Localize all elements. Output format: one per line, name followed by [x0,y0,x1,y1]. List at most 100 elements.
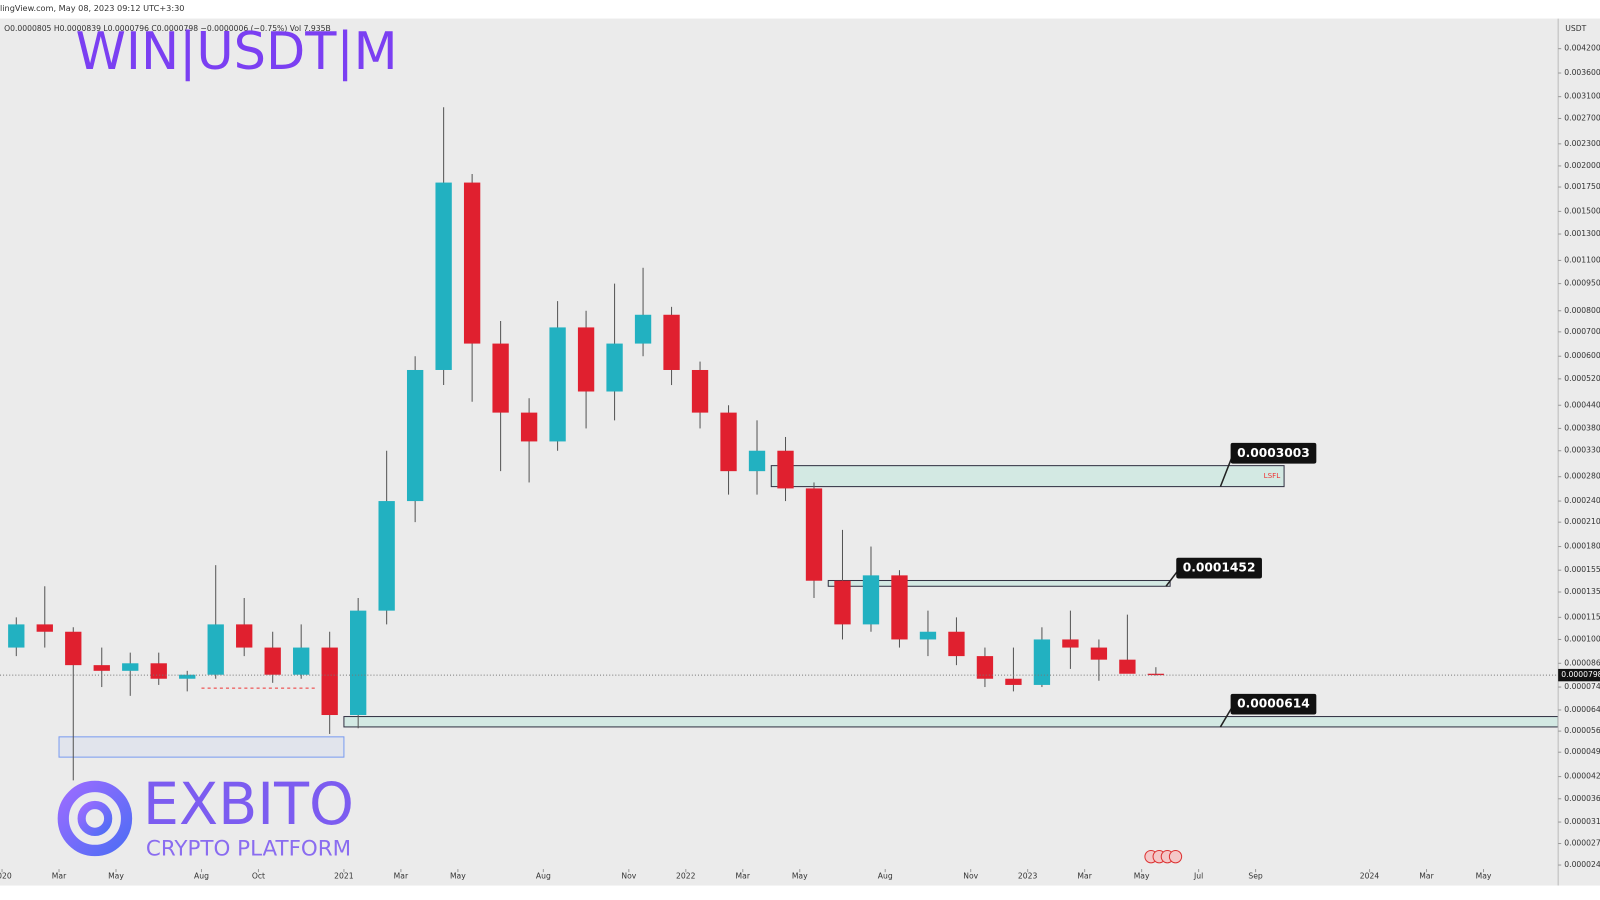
y-tick-label: 0.0000560 [1564,726,1600,735]
candle-body [321,647,338,716]
zone-label: 0.0000614 [1237,697,1310,711]
zone [770,465,1285,488]
y-tick-label: 0.0027000 [1564,113,1600,122]
candle-body [65,631,82,666]
candle-body [720,412,737,472]
candle-body [406,369,424,502]
x-tick-label: May [108,871,124,880]
x-tick-label: May [1134,871,1150,880]
candle-body [577,327,595,392]
candle-body [805,488,823,581]
x-tick-label: Aug [878,871,893,880]
y-tick-label: 0.0000275 [1564,838,1600,847]
range-box [58,736,345,758]
candle-body [1090,647,1108,660]
candle-body [293,647,310,675]
candle-body [663,314,680,370]
x-tick-label: Mar [1077,871,1092,880]
candle-body [1147,673,1165,676]
y-tick-label: 0.0000740 [1564,682,1600,691]
last-price-label: 0.0000798 [1561,670,1600,679]
candle-body [8,624,25,648]
candle-body [1005,678,1022,685]
candle-body [264,647,281,675]
y-tick-label: 0.0011000 [1564,255,1600,264]
y-tick-label: 0.0000640 [1564,705,1600,714]
y-tick-label: 0.0007000 [1564,327,1600,336]
candle-body [919,631,937,640]
x-tick-label: 2020 [0,871,12,880]
candle-body [1033,639,1051,685]
y-tick-label: 0.0005200 [1564,374,1600,383]
candle-body [549,327,566,442]
y-tick-label: 0.0000315 [1564,817,1600,826]
y-tick-label: 0.0000860 [1564,658,1600,667]
logo-ring [57,780,133,857]
x-tick-label: Aug [194,871,209,880]
zone [827,579,1171,587]
x-tick-label: Mar [1419,871,1434,880]
x-tick-label: Nov [621,871,636,880]
plot: LSFL [8,107,1559,781]
candle-body [378,501,395,611]
candle-body [1119,659,1136,674]
axis-unit: USDT [1565,24,1586,33]
event-dot [1168,849,1183,864]
y-tick-label: 0.0003300 [1564,446,1600,455]
x-tick-label: Jul [1193,871,1203,880]
x-tick-label: 2023 [1018,871,1038,880]
candle-body [691,369,709,413]
x-tick-label: 2022 [676,871,696,880]
y-tick-label: 0.0031000 [1564,92,1600,101]
zone-label: 0.0001452 [1183,561,1256,575]
y-tick-label: 0.0006000 [1564,351,1600,360]
y-tick-label: 0.0001800 [1564,542,1600,551]
x-tick-label: May [1476,871,1492,880]
candle-body [36,624,53,632]
x-tick-label: May [792,871,808,880]
zone [343,716,1559,728]
y-tick-label: 0.0042000 [1564,44,1600,53]
candle-body [150,663,167,679]
y-tick-label: 0.0036000 [1564,68,1600,77]
candle-body [948,631,965,657]
candle-body [350,610,367,716]
candle-body [236,624,253,648]
x-tick-label: Mar [394,871,409,880]
candle-body [179,674,196,679]
zone-label-box [1230,693,1317,715]
plot-background [0,18,1600,886]
y-tick-label: 0.0001350 [1564,587,1600,596]
candle-body [93,665,110,671]
candle-body [634,314,652,344]
chart-title: WIN|USDT|M [76,22,398,82]
y-tick-label: 0.0002800 [1564,472,1600,481]
candle-body [777,450,794,489]
logo-tagline: CRYPTO PLATFORM [146,836,351,861]
x-tick-label: 2021 [334,871,354,880]
y-tick-label: 0.0002100 [1564,517,1600,526]
y-tick-label: 0.0015000 [1564,206,1600,215]
y-tick-label: 0.0001000 [1564,634,1600,643]
y-tick-label: 0.0001150 [1564,612,1600,621]
y-tick-label: 0.0003800 [1564,423,1600,432]
candle-body [122,663,139,671]
candle-body [207,624,224,675]
x-tick-label: Mar [736,871,751,880]
x-tick-label: Aug [536,871,551,880]
y-tick-label: 0.0023000 [1564,139,1600,148]
y-tick-label: 0.0002400 [1564,496,1600,505]
x-tick-label: May [450,871,466,880]
candle-body [748,450,766,472]
events-icon [1144,849,1183,864]
header: lingView.com, May 08, 2023 09:12 UTC+3:3… [0,3,184,13]
y-tick-label: 0.0000490 [1564,747,1600,756]
y-tick-label: 0.0013000 [1564,229,1600,238]
zone-label: 0.0003003 [1237,446,1310,460]
zone-note: LSFL [1264,471,1281,480]
candle-body [891,575,908,640]
candle-body [492,343,509,413]
candle-body [1062,639,1079,648]
y-tick-label: 0.0008000 [1564,306,1600,315]
candle-body [435,182,452,370]
